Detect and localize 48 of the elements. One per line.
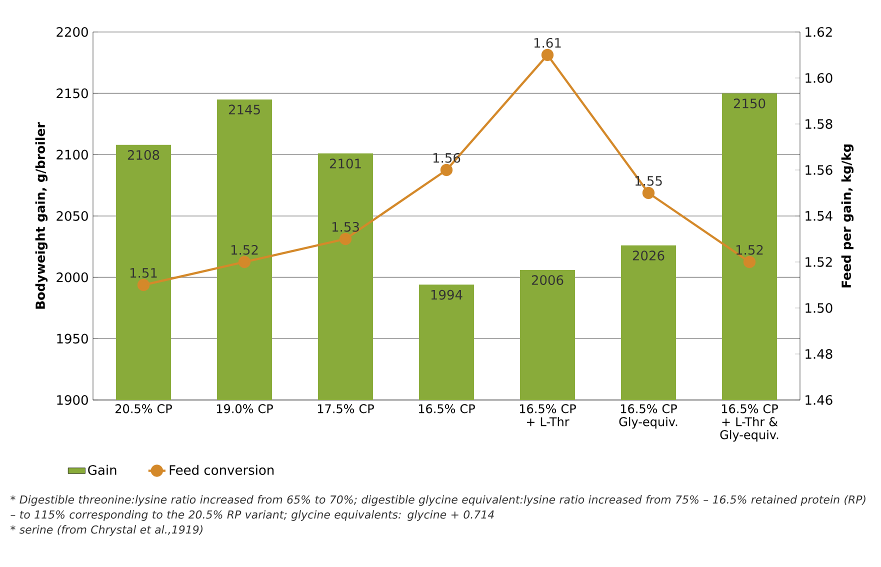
x-tick-label: 16.5% CP + L-Thr & Gly-equiv. bbox=[720, 404, 778, 442]
y2-tick-label: 1.46 bbox=[806, 395, 832, 405]
x-tick-label: 16.5% CP + L-Thr bbox=[520, 404, 576, 426]
y-tick-label: 1900 bbox=[57, 395, 88, 405]
y2-tick-label: 1.60 bbox=[806, 73, 832, 83]
point bbox=[238, 256, 251, 268]
data-label: 1.51 bbox=[130, 268, 157, 278]
legend-label: Feed conversion bbox=[170, 464, 274, 475]
data-label: 2145 bbox=[228, 104, 260, 114]
text: * serine (from Chrystal et al.,1919) bbox=[10, 525, 203, 536]
y2-tick-label: 1.50 bbox=[806, 303, 832, 313]
y-tick-label: 2100 bbox=[56, 150, 88, 160]
point bbox=[339, 232, 352, 246]
point bbox=[440, 164, 453, 176]
data-label: 2006 bbox=[532, 275, 564, 285]
data-label: 1.52 bbox=[231, 244, 258, 255]
data-label: 1.61 bbox=[534, 38, 561, 48]
x-tick-label: 16.5% CP bbox=[418, 404, 475, 414]
y-tick-label: 2000 bbox=[56, 272, 88, 282]
y2-tick-label: 1.48 bbox=[806, 349, 832, 359]
data-label: 2026 bbox=[632, 250, 664, 260]
legend-label: Gain bbox=[88, 464, 116, 475]
data-label: 1.53 bbox=[332, 222, 359, 232]
x-tick-label: 20.5% CP bbox=[116, 404, 172, 414]
y2-tick-label: 1.54 bbox=[806, 211, 832, 221]
y2-tick-label: 1.52 bbox=[806, 257, 832, 267]
y-tick-label: 2150 bbox=[56, 88, 88, 98]
x-tick-label: 17.5% CP bbox=[318, 404, 374, 414]
data-label: 2150 bbox=[734, 98, 766, 108]
y2-tick-label: 1.62 bbox=[806, 27, 832, 37]
y2-tick-label: 1.56 bbox=[806, 165, 832, 175]
y-tick-label: 2200 bbox=[56, 27, 88, 37]
y2-axis-title: Feed per gain, kg/kg bbox=[841, 144, 854, 288]
point bbox=[137, 278, 150, 292]
y-tick-label: 2050 bbox=[56, 211, 88, 221]
data-label: 1.52 bbox=[736, 244, 763, 255]
x-tick-label: 16.5% CP Gly-equiv. bbox=[619, 404, 678, 429]
data-label: 1994 bbox=[431, 290, 462, 300]
text: * Digestible threonine:lysine ratio increased from 65% to 70%; digestible glycine equivalent:lysine ratio increased from 75% – 16.5% retained protein (RP) – to 115% corresponding to the 20.5% RP variant; glycine equivalents: glycine + 0.714 bbox=[10, 495, 866, 521]
y-tick-label: 1950 bbox=[57, 334, 88, 344]
data-label: 2108 bbox=[128, 150, 160, 160]
point bbox=[541, 48, 554, 62]
y2-tick-label: 1.58 bbox=[806, 119, 832, 129]
point bbox=[743, 256, 756, 268]
x-tick-label: 19.0% CP bbox=[216, 404, 273, 414]
y-axis-title: Bodyweight gain, g/broiler bbox=[35, 122, 48, 309]
point bbox=[642, 186, 655, 200]
data-label: 2101 bbox=[330, 158, 361, 168]
